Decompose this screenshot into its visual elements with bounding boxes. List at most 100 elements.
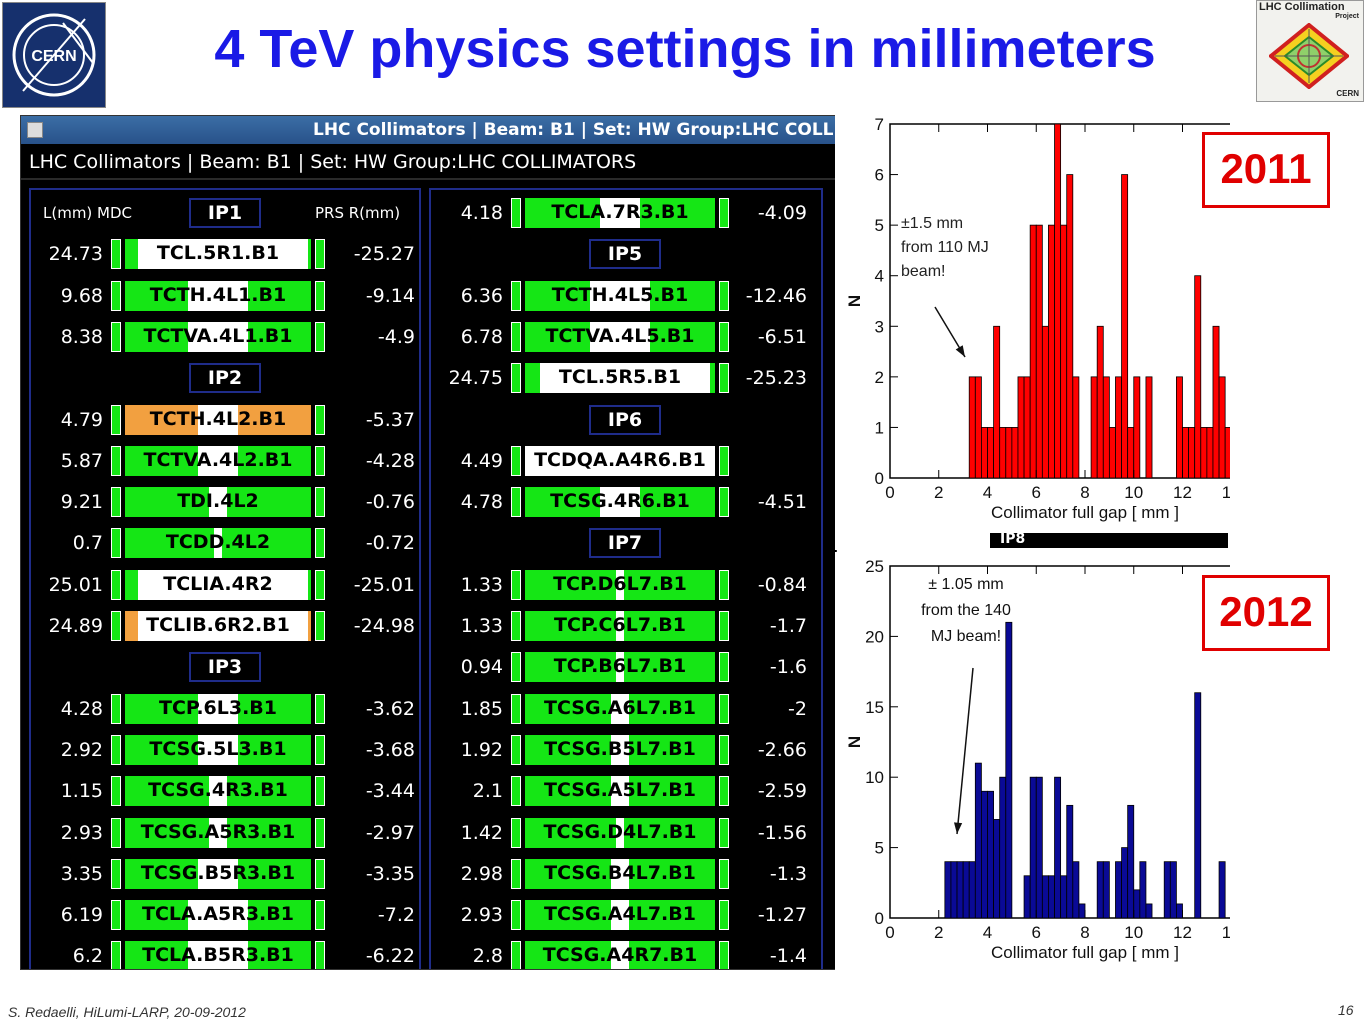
collimator-row[interactable]: 6.19 TCLA.A5R3.B1 -7.2 xyxy=(31,900,419,930)
collimator-gap-bar[interactable]: TCDQA.A4R6.B1 xyxy=(525,446,715,476)
right-jaw-handle[interactable] xyxy=(315,735,325,765)
collimator-gap-bar[interactable]: TCSG.B5L7.B1 xyxy=(525,735,715,765)
collimator-row[interactable]: 2.1 TCSG.A5L7.B1 -2.59 xyxy=(431,776,821,806)
left-jaw-handle[interactable] xyxy=(111,818,121,848)
collimator-row[interactable]: 5.87 TCTVA.4L2.B1 -4.28 xyxy=(31,446,419,476)
right-jaw-handle[interactable] xyxy=(315,487,325,517)
left-jaw-handle[interactable] xyxy=(111,900,121,930)
right-jaw-handle[interactable] xyxy=(719,570,729,600)
collimator-gap-bar[interactable]: TCTH.4L2.B1 xyxy=(125,405,311,435)
right-jaw-handle[interactable] xyxy=(315,818,325,848)
left-jaw-handle[interactable] xyxy=(111,528,121,558)
collimator-gap-bar[interactable]: TCSG.A4R7.B1 xyxy=(525,941,715,970)
left-jaw-handle[interactable] xyxy=(511,694,521,724)
left-jaw-handle[interactable] xyxy=(511,900,521,930)
collimator-row[interactable]: 1.42 TCSG.D4L7.B1 -1.56 xyxy=(431,818,821,848)
left-jaw-handle[interactable] xyxy=(511,735,521,765)
right-jaw-handle[interactable] xyxy=(719,900,729,930)
left-jaw-handle[interactable] xyxy=(511,652,521,682)
right-jaw-handle[interactable] xyxy=(315,281,325,311)
collimator-gap-bar[interactable]: TCP.D6L7.B1 xyxy=(525,570,715,600)
collimator-row[interactable]: 6.78 TCTVA.4L5.B1 -6.51 xyxy=(431,322,821,352)
collimator-gap-bar[interactable]: TCDD.4L2 xyxy=(125,528,311,558)
right-jaw-handle[interactable] xyxy=(315,405,325,435)
collimator-row[interactable]: 8.38 TCTVA.4L1.B1 -4.9 xyxy=(31,322,419,352)
collimator-gap-bar[interactable]: TCSG.B4L7.B1 xyxy=(525,859,715,889)
collimator-gap-bar[interactable]: TCSG.A5L7.B1 xyxy=(525,776,715,806)
right-jaw-handle[interactable] xyxy=(719,611,729,641)
collimator-row[interactable]: 1.92 TCSG.B5L7.B1 -2.66 xyxy=(431,735,821,765)
right-jaw-handle[interactable] xyxy=(719,776,729,806)
collimator-gap-bar[interactable]: TCL.5R5.B1 xyxy=(525,363,715,393)
collimator-gap-bar[interactable]: TCLIB.6R2.B1 xyxy=(125,611,311,641)
right-jaw-handle[interactable] xyxy=(719,694,729,724)
left-jaw-handle[interactable] xyxy=(511,570,521,600)
collimator-gap-bar[interactable]: TCL.5R1.B1 xyxy=(125,239,311,269)
right-jaw-handle[interactable] xyxy=(719,941,729,970)
collimator-gap-bar[interactable]: TCSG.B5R3.B1 xyxy=(125,859,311,889)
right-jaw-handle[interactable] xyxy=(315,446,325,476)
right-jaw-handle[interactable] xyxy=(315,900,325,930)
collimator-row[interactable]: 0.94 TCP.B6L7.B1 -1.6 xyxy=(431,652,821,682)
left-jaw-handle[interactable] xyxy=(511,859,521,889)
right-jaw-handle[interactable] xyxy=(315,941,325,970)
collimator-row[interactable]: 6.36 TCTH.4L5.B1 -12.46 xyxy=(431,281,821,311)
collimator-row[interactable]: 1.85 TCSG.A6L7.B1 -2 xyxy=(431,694,821,724)
collimator-gap-bar[interactable]: TCTH.4L5.B1 xyxy=(525,281,715,311)
collimator-gap-bar[interactable]: TCSG.4R3.B1 xyxy=(125,776,311,806)
right-jaw-handle[interactable] xyxy=(315,322,325,352)
left-jaw-handle[interactable] xyxy=(111,735,121,765)
right-jaw-handle[interactable] xyxy=(719,487,729,517)
collimator-gap-bar[interactable]: TCSG.D4L7.B1 xyxy=(525,818,715,848)
window-titlebar[interactable]: LHC Collimators | Beam: B1 | Set: HW Gro… xyxy=(21,116,836,144)
left-jaw-handle[interactable] xyxy=(111,239,121,269)
left-jaw-handle[interactable] xyxy=(111,611,121,641)
collimator-row[interactable]: 4.49 TCDQA.A4R6.B1 xyxy=(431,446,821,476)
left-jaw-handle[interactable] xyxy=(511,322,521,352)
collimator-gap-bar[interactable]: TCP.6L3.B1 xyxy=(125,694,311,724)
left-jaw-handle[interactable] xyxy=(511,363,521,393)
collimator-row[interactable]: 1.33 TCP.C6L7.B1 -1.7 xyxy=(431,611,821,641)
collimator-row[interactable]: 9.21 TDI.4L2 -0.76 xyxy=(31,487,419,517)
left-jaw-handle[interactable] xyxy=(511,611,521,641)
collimator-row[interactable]: 0.7 TCDD.4L2 -0.72 xyxy=(31,528,419,558)
collimator-row[interactable]: 1.15 TCSG.4R3.B1 -3.44 xyxy=(31,776,419,806)
right-jaw-handle[interactable] xyxy=(719,652,729,682)
left-jaw-handle[interactable] xyxy=(511,776,521,806)
collimator-row[interactable]: 2.92 TCSG.5L3.B1 -3.68 xyxy=(31,735,419,765)
right-jaw-handle[interactable] xyxy=(719,859,729,889)
right-jaw-handle[interactable] xyxy=(315,570,325,600)
right-jaw-handle[interactable] xyxy=(719,735,729,765)
right-jaw-handle[interactable] xyxy=(315,776,325,806)
collimator-row[interactable]: 4.28 TCP.6L3.B1 -3.62 xyxy=(31,694,419,724)
collimator-gap-bar[interactable]: TCTVA.4L5.B1 xyxy=(525,322,715,352)
collimator-row[interactable]: 4.78 TCSG.4R6.B1 -4.51 xyxy=(431,487,821,517)
collimator-gap-bar[interactable]: TCSG.A4L7.B1 xyxy=(525,900,715,930)
collimator-gap-bar[interactable]: TCTVA.4L1.B1 xyxy=(125,322,311,352)
collimator-gap-bar[interactable]: TCSG.5L3.B1 xyxy=(125,735,311,765)
left-jaw-handle[interactable] xyxy=(511,446,521,476)
collimator-gap-bar[interactable]: TCLA.B5R3.B1 xyxy=(125,941,311,970)
left-jaw-handle[interactable] xyxy=(511,281,521,311)
collimator-gap-bar[interactable]: TCSG.4R6.B1 xyxy=(525,487,715,517)
collimator-gap-bar[interactable]: TCP.C6L7.B1 xyxy=(525,611,715,641)
left-jaw-handle[interactable] xyxy=(111,941,121,970)
collimator-row[interactable]: 9.68 TCTH.4L1.B1 -9.14 xyxy=(31,281,419,311)
collimator-row[interactable]: 25.01 TCLIA.4R2 -25.01 xyxy=(31,570,419,600)
collimator-row[interactable]: 2.93 TCSG.A5R3.B1 -2.97 xyxy=(31,818,419,848)
left-jaw-handle[interactable] xyxy=(111,570,121,600)
collimator-gap-bar[interactable]: TCLIA.4R2 xyxy=(125,570,311,600)
collimator-gap-bar[interactable]: TDI.4L2 xyxy=(125,487,311,517)
left-jaw-handle[interactable] xyxy=(511,487,521,517)
collimator-row[interactable]: 24.89 TCLIB.6R2.B1 -24.98 xyxy=(31,611,419,641)
left-jaw-handle[interactable] xyxy=(111,281,121,311)
collimator-gap-bar[interactable]: TCP.B6L7.B1 xyxy=(525,652,715,682)
collimator-row[interactable]: 2.93 TCSG.A4L7.B1 -1.27 xyxy=(431,900,821,930)
collimator-row[interactable]: 4.79 TCTH.4L2.B1 -5.37 xyxy=(31,405,419,435)
left-jaw-handle[interactable] xyxy=(511,818,521,848)
collimator-gap-bar[interactable]: TCTVA.4L2.B1 xyxy=(125,446,311,476)
right-jaw-handle[interactable] xyxy=(315,611,325,641)
collimator-row[interactable]: 6.2 TCLA.B5R3.B1 -6.22 xyxy=(31,941,419,970)
right-jaw-handle[interactable] xyxy=(719,446,729,476)
collimator-row[interactable]: 24.73 TCL.5R1.B1 -25.27 xyxy=(31,239,419,269)
